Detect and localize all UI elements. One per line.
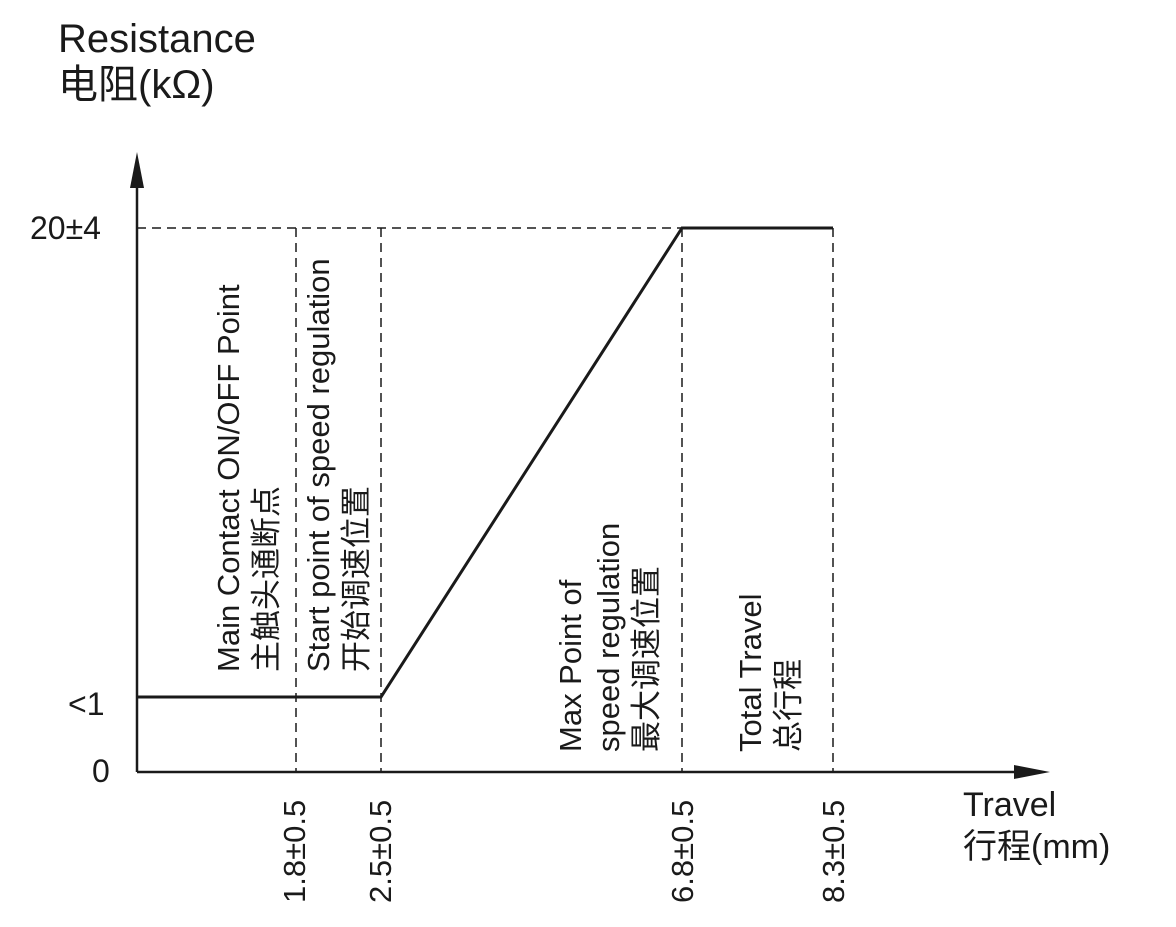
y-axis-label-en: Resistance: [58, 17, 256, 61]
x-tick-label-2-5: 2.5±0.5: [363, 799, 398, 903]
x-axis-arrow: [1014, 765, 1050, 779]
x-tick-label-8-3: 8.3±0.5: [816, 799, 851, 903]
guide-lines: [137, 227, 834, 772]
annotation-main-contact: Main Contact ON/OFF Point 主触头通断点: [211, 284, 284, 672]
x-axis-label-zh: 行程(mm): [963, 828, 1111, 866]
annotation-start-regulation: Start point of speed regulation 开始调速位置: [301, 258, 374, 672]
axes: [130, 152, 1050, 779]
annotation-max-regulation: Max Point of speed regulation 最大调速位置: [553, 522, 664, 752]
y-axis-label-zh: 电阻(kΩ): [58, 63, 215, 107]
y-tick-label-20: 20±4: [30, 210, 101, 246]
x-tick-label-1-8: 1.8±0.5: [277, 799, 312, 903]
x-tick-label-6-8: 6.8±0.5: [665, 799, 700, 903]
x-axis-label-en: Travel: [963, 786, 1057, 824]
y-tick-label-1: <1: [68, 686, 105, 722]
resistance-curve: [137, 226, 833, 699]
y-tick-label-0: 0: [92, 753, 110, 789]
y-axis-arrow: [130, 152, 144, 188]
x-axis-label: Travel 行程(mm): [963, 784, 1110, 868]
annotation-total-travel: Total Travel 总行程: [733, 593, 806, 752]
